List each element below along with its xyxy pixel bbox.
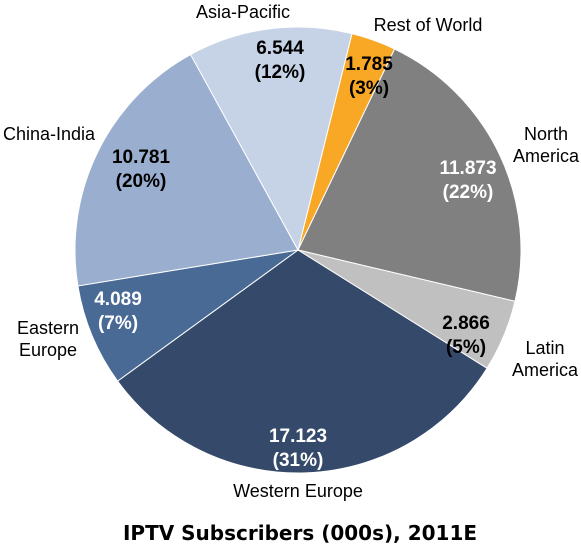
pie-slice-north-america	[297, 48, 522, 302]
pie-slice-eastern-europe	[77, 249, 299, 382]
data-label-rest-of-world: 1.785 (3%)	[345, 54, 393, 99]
data-label-latin-america: 2.866 (5%)	[442, 313, 490, 358]
data-label-china-india: 10.781 (20%)	[112, 147, 171, 192]
data-label-north-america: 11.873 (22%)	[439, 158, 496, 203]
pie-slice-western-europe	[116, 249, 488, 474]
category-label-north-america: North America	[513, 124, 580, 166]
category-label-latin-america: Latin America	[512, 338, 579, 380]
category-label-eastern-europe: Eastern Europe	[17, 318, 79, 360]
pie-labels: 1.785 (3%) Rest of World 11.873 (22%) North Am…	[3, 2, 580, 501]
chart-title: IPTV Subscribers (000s), 2011E	[123, 521, 477, 545]
data-label-asia-pacific: 6.544 (12%)	[255, 38, 306, 83]
pie-slices	[74, 26, 522, 474]
data-label-eastern-europe: 4.089 (7%)	[94, 289, 142, 334]
pie-slice-asia-pacific	[189, 26, 353, 252]
pie-slice-china-india	[74, 53, 299, 287]
category-label-rest-of-world: Rest of World	[374, 15, 483, 35]
category-label-western-europe: Western Europe	[233, 481, 363, 501]
data-label-western-europe: 17.123 (31%)	[269, 426, 327, 471]
category-label-asia-pacific: Asia-Pacific	[196, 2, 290, 22]
category-label-china-india: China-India	[3, 124, 96, 144]
